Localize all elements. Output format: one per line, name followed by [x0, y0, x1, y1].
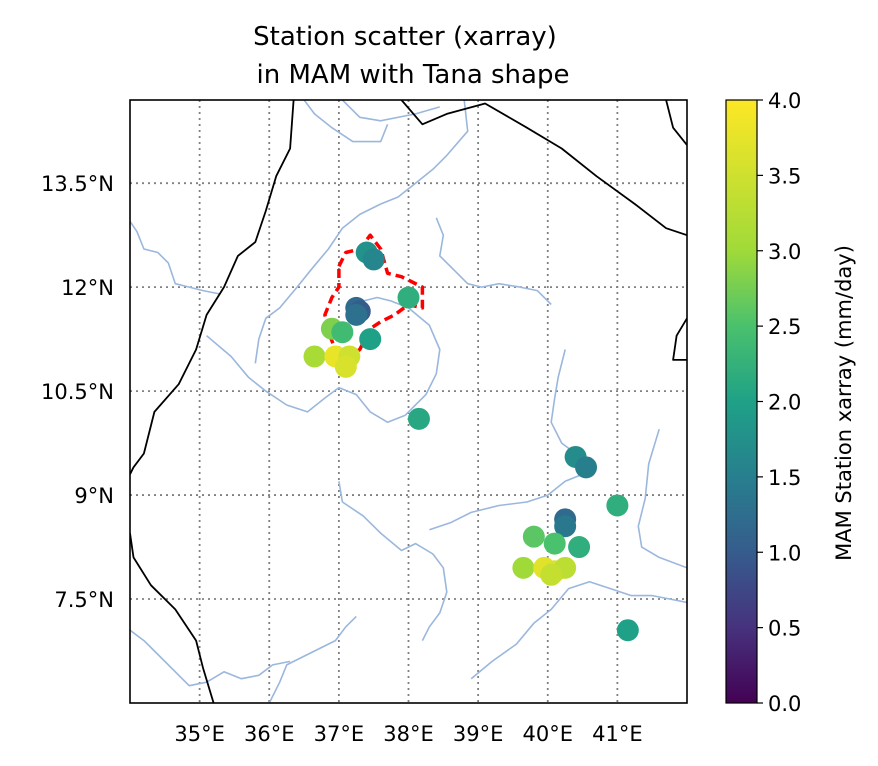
x-tick-labels: 35°E 36°E 37°E 38°E 39°E 40°E 41°E: [174, 722, 642, 746]
map-frame: [129, 99, 688, 704]
station-point-2: [397, 286, 420, 309]
station-point-20: [543, 532, 566, 555]
x-tick-label-6: 41°E: [592, 722, 643, 746]
river-5: [435, 217, 552, 306]
gridlines: [130, 100, 687, 703]
colorbar-tick-label-6: 3.0: [768, 240, 801, 264]
border-4: [672, 317, 687, 361]
station-point-12: [334, 355, 357, 378]
river-6: [338, 481, 448, 641]
station-point-8: [359, 328, 382, 351]
river-4: [206, 296, 441, 424]
colorbar-tick-label-5: 2.5: [768, 315, 801, 339]
colorbar-tick-label-4: 2.0: [768, 391, 801, 415]
river-12: [637, 428, 687, 569]
river-1: [341, 100, 441, 122]
colorbar-ticks: 0.0 0.5 1.0 1.5 2.0 2.5 3.0 3.5 4.0: [757, 89, 801, 716]
river-9: [470, 580, 687, 680]
x-tick-label-4: 39°E: [453, 722, 504, 746]
river-3: [130, 220, 221, 295]
colorbar-tick-label-7: 3.5: [768, 164, 801, 188]
station-point-15: [575, 456, 598, 479]
rivers: [130, 100, 687, 703]
colorbar-tick-label-0: 0.0: [768, 692, 801, 716]
border-2: [400, 100, 687, 237]
station-point-16: [606, 494, 629, 517]
colorbar-tick-label-2: 1.0: [768, 541, 801, 565]
y-tick-label-4: 13.5°N: [41, 172, 114, 196]
x-tick-label-2: 37°E: [314, 722, 365, 746]
river-8: [268, 615, 357, 703]
chart-title-line-1: Station scatter (xarray): [253, 22, 557, 52]
station-point-18: [554, 515, 577, 538]
border-1: [130, 533, 215, 703]
station-points: [303, 241, 639, 642]
x-tick-label-1: 36°E: [244, 722, 295, 746]
y-tick-label-2: 10.5°N: [41, 380, 114, 404]
station-point-22: [512, 556, 535, 579]
y-tick-label-1: 9°N: [74, 484, 114, 508]
station-point-21: [568, 536, 591, 559]
colorbar-tick-label-8: 4.0: [768, 89, 801, 113]
country-borders: [130, 100, 687, 703]
y-tick-label-0: 7.5°N: [54, 588, 114, 612]
chart-title-line-2: in MAM with Tana shape: [257, 60, 570, 90]
river-7: [130, 629, 291, 687]
station-point-26: [540, 563, 563, 586]
colorbar-label: MAM Station xarray (mm/day): [832, 245, 856, 561]
x-tick-label-0: 35°E: [174, 722, 225, 746]
station-point-19: [522, 525, 545, 548]
station-point-1: [362, 248, 385, 271]
station-point-27: [616, 619, 639, 642]
border-0: [130, 100, 295, 475]
colorbar-tick-label-3: 1.5: [768, 466, 801, 490]
colorbar: [725, 99, 758, 704]
map-plot-area: [130, 100, 687, 703]
river-0: [303, 100, 389, 143]
y-tick-labels: 7.5°N 9°N 10.5°N 12°N 13.5°N: [41, 172, 114, 612]
y-tick-label-3: 12°N: [61, 276, 114, 300]
border-3: [665, 100, 687, 146]
station-point-13: [407, 407, 430, 430]
station-point-5: [345, 303, 368, 326]
station-point-9: [303, 345, 326, 368]
river-10: [429, 473, 583, 531]
river-2: [254, 100, 469, 364]
x-tick-label-5: 40°E: [523, 722, 574, 746]
x-tick-label-3: 38°E: [383, 722, 434, 746]
station-point-7: [331, 321, 354, 344]
colorbar-tick-label-1: 0.5: [768, 617, 801, 641]
